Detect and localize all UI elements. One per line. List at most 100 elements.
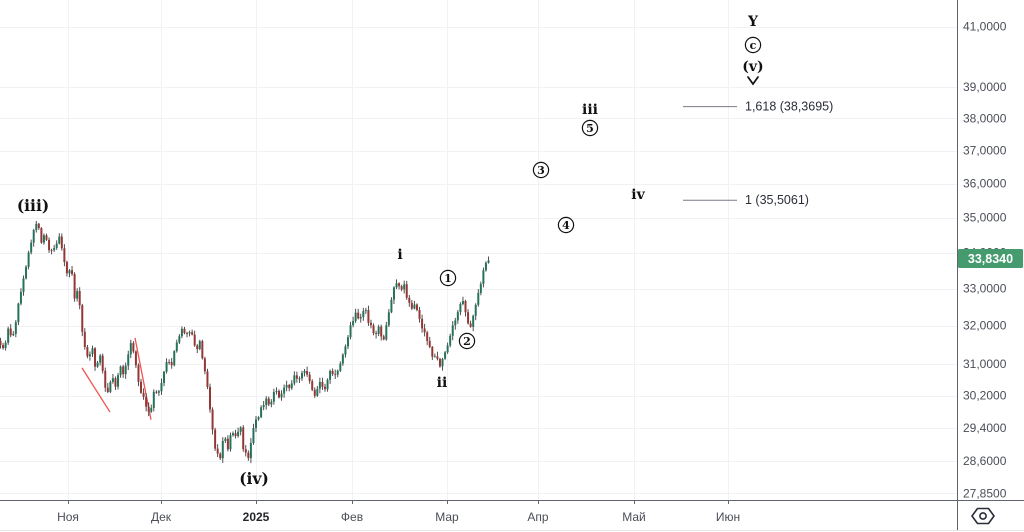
candle-up — [239, 427, 242, 432]
candle-up — [472, 315, 475, 327]
candle-up — [163, 371, 166, 383]
price-tick-label: 32,0000 — [963, 319, 1007, 333]
wave-label[interactable]: c — [744, 36, 762, 54]
candle-up — [127, 354, 130, 366]
candle-down — [101, 355, 104, 371]
candle-up — [160, 382, 163, 392]
candle-down — [357, 312, 360, 319]
candle-down — [400, 286, 403, 290]
candle-down — [65, 262, 68, 274]
candle-up — [55, 243, 58, 248]
candle-down — [311, 381, 314, 390]
wave-label[interactable]: iii — [582, 102, 598, 118]
candle-up — [280, 393, 283, 398]
candle-up — [150, 407, 153, 412]
candle-down — [306, 371, 309, 375]
candle-up — [17, 303, 20, 323]
wave-label[interactable]: ii — [437, 375, 448, 391]
candle-up — [454, 320, 457, 326]
price-axis[interactable]: 41,0000 39,0000 38,0000 37,0000 36,0000 35,00… — [963, 20, 1007, 501]
wave-circle — [744, 36, 762, 54]
candle-up — [25, 266, 28, 279]
candle-up — [249, 442, 252, 459]
candle-down — [183, 328, 186, 334]
time-tick-label: 2025 — [243, 510, 270, 524]
candle-up — [7, 328, 10, 343]
candle-up — [232, 433, 235, 436]
candle-down — [63, 248, 66, 263]
candle-down — [436, 356, 439, 359]
price-tick-label: 31,0000 — [963, 357, 1007, 371]
last-price-badge-bg — [958, 248, 1023, 268]
wave-label[interactable]: 4 — [557, 216, 575, 234]
wave-label[interactable]: iv — [631, 187, 645, 203]
time-axis[interactable]: Ноя Дек 2025 Фев Мар Апр Май Июн — [57, 500, 740, 524]
candle-down — [405, 284, 408, 298]
candle-down — [438, 358, 441, 367]
wave-label[interactable]: (iii) — [17, 196, 49, 215]
candle-up — [188, 332, 191, 334]
candle-up — [441, 358, 444, 367]
candle-up — [479, 283, 482, 293]
candle-down — [426, 332, 429, 341]
candle-down — [428, 340, 431, 347]
candle-up — [4, 342, 7, 349]
fib-extension-levels[interactable]: 1,618 (38,3695) 1 (35,5061) — [683, 100, 833, 208]
candle-down — [168, 362, 171, 363]
candle-down — [196, 345, 199, 350]
wave-label[interactable]: 3 — [532, 161, 550, 179]
candle-up — [359, 317, 362, 319]
candle-down — [78, 291, 81, 306]
candle-down — [331, 370, 334, 374]
candlestick-series[interactable] — [0, 220, 490, 464]
candle-down — [37, 223, 40, 229]
candle-up — [352, 321, 355, 326]
wave-label[interactable]: Y — [747, 14, 759, 30]
candle-down — [234, 433, 237, 437]
candle-up — [433, 356, 436, 358]
candle-up — [354, 312, 357, 322]
candle-up — [290, 383, 293, 389]
wave-circle — [557, 216, 575, 234]
candle-up — [91, 348, 94, 355]
candle-down — [277, 390, 280, 398]
candle-up — [27, 252, 30, 267]
red-trendline[interactable] — [81, 367, 111, 413]
wave-label[interactable]: (iv) — [239, 469, 269, 488]
candle-up — [229, 435, 232, 450]
axis-settings-button[interactable] — [971, 507, 995, 525]
candle-down — [323, 386, 326, 390]
candle-down — [375, 333, 378, 334]
candle-up — [293, 375, 296, 384]
candle-down — [380, 326, 383, 337]
candle-down — [423, 328, 426, 333]
candle-up — [446, 345, 449, 353]
candle-down — [50, 250, 53, 252]
candle-down — [60, 236, 63, 249]
price-tick-label: 35,0000 — [963, 211, 1007, 225]
candle-up — [461, 300, 464, 305]
wave-text: ii — [437, 375, 448, 391]
candle-down — [201, 341, 204, 359]
candle-down — [140, 381, 143, 393]
wave-label[interactable]: 1 — [439, 269, 457, 287]
wave-label[interactable]: 2 — [458, 332, 476, 350]
wave-label[interactable] — [747, 76, 759, 86]
candle-up — [459, 304, 462, 313]
wave-circle — [439, 269, 457, 287]
candle-up — [349, 325, 352, 338]
wave-label[interactable]: 5 — [581, 119, 599, 137]
time-tick-label: Ноя — [57, 510, 79, 524]
wave-label[interactable]: (v) — [742, 59, 763, 75]
candle-up — [99, 355, 102, 363]
wave-label[interactable]: i — [397, 247, 402, 263]
wave-text: (iii) — [17, 196, 49, 215]
candle-up — [14, 322, 17, 334]
candle-up — [303, 371, 306, 374]
candle-up — [255, 419, 257, 429]
price-tick-label: 27,8500 — [963, 486, 1007, 500]
candle-up — [22, 278, 25, 292]
